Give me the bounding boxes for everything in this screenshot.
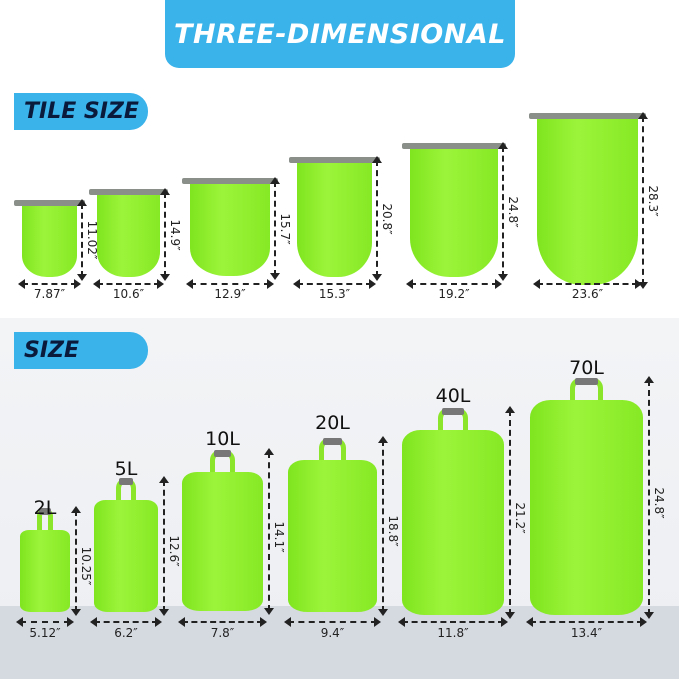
roll-top-dry-bag — [530, 400, 643, 615]
height-label: 18.8″ — [386, 515, 400, 547]
height-dimension-arrow — [505, 406, 515, 619]
flat-dry-bag — [410, 149, 498, 277]
capacity-label: 70L — [569, 357, 604, 379]
roll-top-dry-bag — [20, 530, 70, 612]
flat-dry-bag — [297, 163, 372, 277]
closure-strap — [182, 178, 278, 184]
capacity-label: 10L — [205, 428, 240, 450]
closure-strap — [529, 113, 646, 119]
capacity-label: 5L — [114, 458, 138, 480]
width-dimension-arrow — [533, 279, 642, 289]
width-dimension-arrow — [16, 617, 74, 627]
width-label: 13.4″ — [570, 626, 603, 640]
width-dimension-arrow — [398, 617, 508, 627]
buckle-icon — [442, 408, 464, 415]
width-dimension-arrow — [406, 279, 502, 289]
height-label: 14.1″ — [272, 520, 286, 553]
buckle-icon — [39, 508, 51, 515]
capacity-label: 2L — [33, 497, 57, 519]
capacity-label: 20L — [315, 412, 350, 434]
height-label: 20.8″ — [380, 202, 394, 235]
height-label: 15.7″ — [278, 212, 292, 245]
height-label: 21.2″ — [513, 501, 527, 534]
banner-title: THREE-DIMENSIONAL — [165, 0, 515, 68]
width-dimension-arrow — [526, 617, 647, 627]
height-label: 14.9″ — [168, 218, 182, 251]
height-dimension-arrow — [71, 506, 81, 616]
height-label: 12.6″ — [167, 535, 181, 567]
width-label: 19.2″ — [438, 287, 470, 301]
closure-strap — [89, 189, 168, 195]
capacity-label: 40L — [435, 385, 471, 407]
width-label: 7.87″ — [33, 287, 66, 301]
width-label: 11.8″ — [437, 626, 469, 640]
width-dimension-arrow — [178, 617, 267, 627]
flat-dry-bag — [22, 206, 77, 277]
roll-top-dry-bag — [182, 472, 263, 611]
height-label: 10.25″ — [79, 546, 93, 586]
closure-strap — [14, 200, 85, 206]
width-label: 23.6″ — [571, 287, 604, 301]
width-dimension-arrow — [186, 279, 274, 289]
roll-top-dry-bag — [402, 430, 504, 615]
height-dimension-arrow — [159, 476, 169, 616]
buckle-icon — [119, 478, 133, 485]
width-label: 5.12″ — [29, 626, 61, 640]
height-dimension-arrow — [378, 436, 388, 616]
tile-size-label: TILE SIZE — [14, 93, 148, 130]
height-dimension-arrow — [498, 142, 508, 281]
flat-dry-bag — [190, 184, 270, 276]
width-label: 6.2″ — [114, 626, 138, 640]
width-dimension-arrow — [90, 617, 162, 627]
width-dimension-arrow — [18, 279, 81, 289]
height-dimension-arrow — [372, 156, 382, 281]
roll-top-dry-bag — [288, 460, 377, 612]
height-dimension-arrow — [77, 199, 87, 281]
height-label: 28.3″ — [646, 184, 660, 217]
width-label: 10.6″ — [112, 287, 145, 301]
height-dimension-arrow — [160, 188, 170, 281]
roll-top-dry-bag — [94, 500, 158, 612]
width-dimension-arrow — [284, 617, 381, 627]
width-dimension-arrow — [93, 279, 164, 289]
buckle-icon — [574, 378, 599, 385]
height-dimension-arrow — [264, 448, 274, 615]
height-dimension-arrow — [270, 177, 280, 280]
width-label: 7.8″ — [210, 626, 235, 640]
width-label: 9.4″ — [320, 626, 345, 640]
width-label: 12.9″ — [214, 287, 246, 301]
flat-dry-bag — [97, 195, 160, 277]
width-dimension-arrow — [293, 279, 376, 289]
height-label: 24.8″ — [506, 195, 520, 228]
size-label: SIZE — [14, 332, 148, 369]
flat-dry-bag — [537, 119, 638, 285]
height-dimension-arrow — [644, 376, 654, 619]
buckle-icon — [323, 438, 342, 445]
height-dimension-arrow — [638, 112, 648, 289]
buckle-icon — [213, 450, 231, 457]
height-label: 24.8″ — [652, 486, 666, 519]
closure-strap — [402, 143, 506, 149]
closure-strap — [289, 157, 380, 163]
width-label: 15.3″ — [318, 287, 351, 301]
floor — [0, 606, 679, 679]
